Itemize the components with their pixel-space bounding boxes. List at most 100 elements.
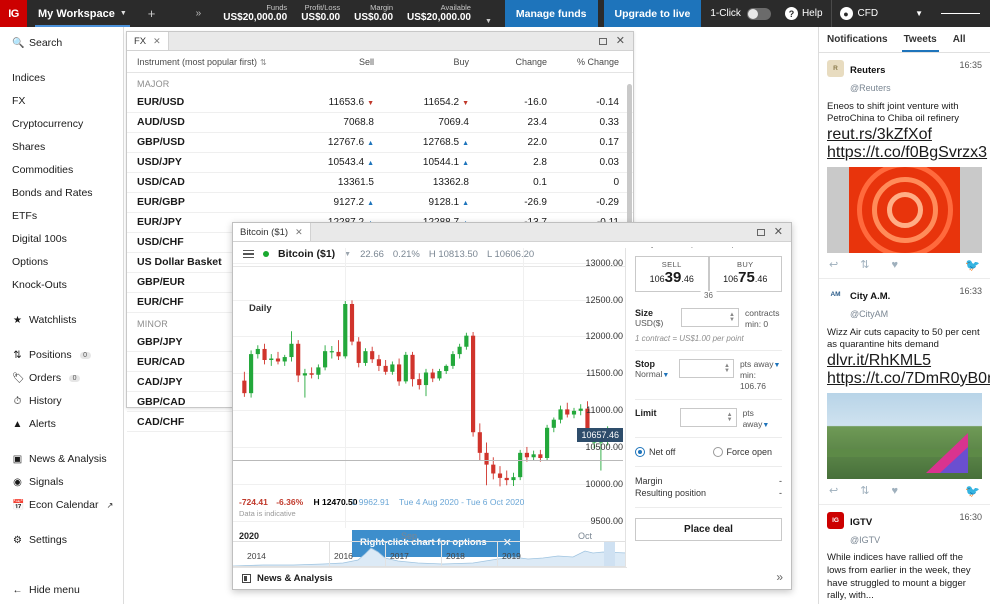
col-change[interactable]: Change <box>491 51 561 73</box>
net-off-radio[interactable]: Net off <box>635 447 705 458</box>
fx-sell[interactable]: 9127.2 ▲ <box>301 192 396 213</box>
stop-stepper[interactable]: ▲ ▼ <box>678 359 734 379</box>
one-click-toggle[interactable]: 1-Click <box>704 0 777 27</box>
sidebar-item-watchlists[interactable]: ★ Watchlists <box>0 309 123 332</box>
col-instrument[interactable]: Instrument (most popular first) ⇅ <box>127 51 301 73</box>
like-icon[interactable]: ♥ <box>891 258 898 271</box>
like-icon[interactable]: ♥ <box>891 484 898 497</box>
chevron-down-icon[interactable]: ▼ <box>729 317 735 323</box>
chevron-down-icon[interactable]: ▼ <box>915 9 923 18</box>
chevron-down-icon[interactable]: ▼ <box>723 368 730 375</box>
fx-scrollbar[interactable] <box>627 84 632 294</box>
fx-buy[interactable]: 11654.2 ▼ <box>396 92 491 113</box>
fx-buy[interactable]: 13362.8 <box>396 172 491 193</box>
list-item[interactable]: AM City A.M. @CityAM 16:33 Wizz Air cuts cap… <box>819 279 990 505</box>
close-icon[interactable]: ✕ <box>773 225 783 238</box>
table-row[interactable]: USD/CAD 13361.5 13362.8 0.1 0 <box>127 172 633 193</box>
chevron-up-icon[interactable]: ▲ <box>726 412 733 419</box>
avatar[interactable]: IG <box>827 511 844 529</box>
place-deal-button[interactable]: Place deal <box>635 518 782 542</box>
list-item[interactable]: R Reuters @Reuters 16:35 Eneos to shift join… <box>819 53 990 279</box>
sidebar-item-knock-outs[interactable]: Knock-Outs <box>0 274 123 297</box>
search-input[interactable]: 🔍 Search <box>0 27 123 55</box>
tab-tweets[interactable]: Tweets <box>896 27 945 52</box>
retweet-icon[interactable]: ⇅ <box>860 485 870 498</box>
hamburger-icon[interactable] <box>243 248 254 260</box>
table-row[interactable]: USD/JPY 10543.4 ▲ 10544.1 ▲ 2.8 0.03 <box>127 152 633 173</box>
chevron-down-icon[interactable]: ▼ <box>344 250 352 258</box>
sidebar-item-history[interactable]: ⏱ History <box>0 390 123 413</box>
ig-logo[interactable]: IG <box>0 0 27 27</box>
reply-icon[interactable]: ↩ <box>829 259 839 272</box>
navigator-selection-handle[interactable] <box>604 542 615 566</box>
retweet-icon[interactable]: ⇅ <box>860 259 870 272</box>
help-button[interactable]: ? Help <box>777 0 831 27</box>
chevron-down-icon[interactable]: ▼ <box>762 422 770 430</box>
tweet-link[interactable]: https://t.co/f0BgSvrzx3 <box>827 143 988 161</box>
sidebar-item-etfs[interactable]: ETFs <box>0 205 123 228</box>
expand-panel-icon[interactable]: » <box>776 570 783 584</box>
sidebar-item-shares[interactable]: Shares <box>0 136 123 159</box>
sell-button[interactable]: SELL 10639.46 <box>635 256 709 292</box>
sidebar-item-commodities[interactable]: Commodities <box>0 159 123 182</box>
sidebar-item-positions[interactable]: ⇅ Positions 0 <box>0 344 123 367</box>
chart-news-link[interactable]: News & Analysis <box>233 567 627 589</box>
avatar[interactable]: AM <box>827 285 844 303</box>
table-row[interactable]: AUD/USD 7068.8 7069.4 23.4 0.33 <box>127 112 633 133</box>
hide-menu-button[interactable]: ← Hide menu <box>0 584 123 596</box>
fx-sell[interactable]: 11653.6 ▼ <box>301 92 396 113</box>
tweet-link[interactable]: https://t.co/7DmR0yB0rQ <box>827 369 990 387</box>
manage-funds-button[interactable]: Manage funds <box>504 0 598 27</box>
col-buy[interactable]: Buy <box>396 51 491 73</box>
sidebar-item-fx[interactable]: FX <box>0 90 123 113</box>
fx-sell[interactable]: 13361.5 <box>301 172 396 193</box>
fx-buy[interactable]: 10544.1 ▲ <box>396 152 491 173</box>
workspace-tab[interactable]: My Workspace ▼ <box>27 0 138 27</box>
chart-instrument-name[interactable]: Bitcoin ($1) <box>278 248 336 260</box>
table-row[interactable]: EUR/GBP 9127.2 ▲ 9128.1 ▲ -26.9 -0.29 <box>127 192 633 213</box>
fx-sell[interactable]: 10543.4 ▲ <box>301 152 396 173</box>
sidebar-item-econ-calendar[interactable]: 📅 Econ Calendar ↗ <box>0 494 123 517</box>
fx-sell[interactable]: 7068.8 <box>301 112 396 133</box>
reply-icon[interactable]: ↩ <box>829 485 839 498</box>
twitter-icon[interactable]: 🐦 <box>965 257 980 272</box>
table-row[interactable]: GBP/USD 12767.6 ▲ 12768.5 ▲ 22.0 0.17 <box>127 132 633 153</box>
table-row[interactable]: EUR/USD 11653.6 ▼ 11654.2 ▼ -16.0 -0.14 <box>127 92 633 113</box>
fx-window-tab[interactable]: FX ✕ <box>127 32 169 50</box>
tab-notifications[interactable]: Notifications <box>827 34 888 45</box>
maximize-icon[interactable] <box>598 37 607 45</box>
overflow-icon[interactable]: » <box>195 8 202 19</box>
sidebar-item-bonds-and-rates[interactable]: Bonds and Rates <box>0 182 123 205</box>
menu-icon[interactable] <box>931 0 990 27</box>
sidebar-item-signals[interactable]: ◉ Signals <box>0 471 123 494</box>
close-icon[interactable]: ✕ <box>153 35 161 46</box>
tweet-link[interactable]: reut.rs/3kZfXof <box>827 125 932 143</box>
chart-hint-tooltip[interactable]: Right-click chart for options ✕ <box>352 530 520 557</box>
radio-selected-icon[interactable] <box>635 447 645 458</box>
limit-stepper[interactable]: ▲ ▼ <box>679 408 737 428</box>
twitter-icon[interactable]: 🐦 <box>965 483 980 498</box>
sort-icon[interactable]: ⇅ <box>260 58 267 67</box>
btc-window-tab[interactable]: Bitcoin ($1) ✕ <box>233 223 311 241</box>
close-icon[interactable]: ✕ <box>295 226 303 237</box>
chevron-down-icon[interactable]: ▼ <box>119 10 127 17</box>
fx-buy[interactable]: 7069.4 <box>396 112 491 133</box>
add-workspace-button[interactable]: + <box>147 6 156 21</box>
list-item[interactable]: IG IGTV @IGTV 16:30 While indices have ralli… <box>819 505 990 604</box>
chevron-down-icon[interactable]: ▼ <box>484 18 492 25</box>
chevron-up-icon[interactable]: ▲ <box>729 312 735 318</box>
tweet-image[interactable] <box>827 392 982 479</box>
sidebar-item-cryptocurrency[interactable]: Cryptocurrency <box>0 113 123 136</box>
chevron-down-icon[interactable]: ▼ <box>662 372 670 380</box>
chevron-down-icon[interactable]: ▼ <box>773 362 781 370</box>
sidebar-item-indices[interactable]: Indices <box>0 67 123 90</box>
col-sell[interactable]: Sell <box>301 51 396 73</box>
sidebar-item-orders[interactable]: 🏷 Orders 0 <box>0 367 123 390</box>
fx-buy[interactable]: 12768.5 ▲ <box>396 132 491 153</box>
sidebar-item-digital-100s[interactable]: Digital 100s <box>0 228 123 251</box>
limit-unit[interactable]: pts away▼ <box>742 408 770 430</box>
toggle-switch-icon[interactable] <box>746 7 771 20</box>
sidebar-item-news-analysis[interactable]: ▣ News & Analysis <box>0 448 123 471</box>
fx-sell[interactable]: 12767.6 ▲ <box>301 132 396 153</box>
avatar[interactable]: R <box>827 60 844 77</box>
